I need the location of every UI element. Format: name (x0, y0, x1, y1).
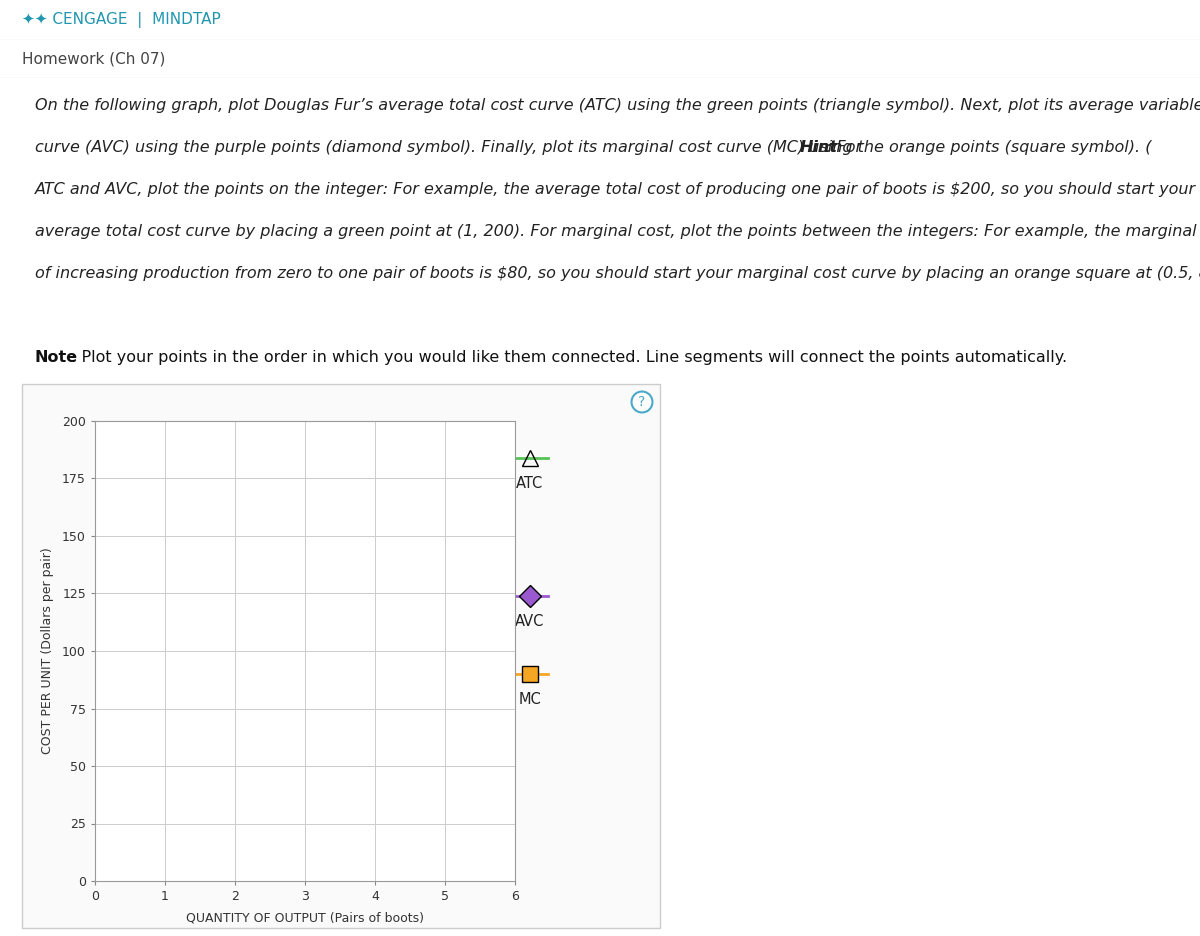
Text: AVC: AVC (515, 614, 545, 629)
Text: ATC: ATC (516, 475, 544, 490)
Text: ?: ? (638, 395, 646, 409)
Text: curve (AVC) using the purple points (diamond symbol). Finally, plot its marginal: curve (AVC) using the purple points (dia… (35, 140, 1152, 155)
Text: ✦✦ CENGAGE  |  MINDTAP: ✦✦ CENGAGE | MINDTAP (22, 12, 221, 28)
Text: Note: Note (35, 350, 78, 365)
Text: : For: : For (826, 140, 862, 155)
Y-axis label: COST PER UNIT (Dollars per pair): COST PER UNIT (Dollars per pair) (41, 548, 54, 754)
Bar (22, 384, 660, 928)
Text: average total cost curve by placing a green point at (1, 200). For marginal cost: average total cost curve by placing a gr… (35, 224, 1200, 239)
Text: Homework (Ch 07): Homework (Ch 07) (22, 51, 164, 66)
Text: : Plot your points in the order in which you would like them connected. Line seg: : Plot your points in the order in which… (71, 350, 1067, 365)
Text: MC: MC (518, 692, 541, 707)
Text: ATC and AVC, plot the points on the integer: For example, the average total cost: ATC and AVC, plot the points on the inte… (35, 182, 1196, 197)
Text: On the following graph, plot Douglas Fur’s average total cost curve (ATC) using : On the following graph, plot Douglas Fur… (35, 98, 1200, 113)
Text: of increasing production from zero to one pair of boots is $80, so you should st: of increasing production from zero to on… (35, 266, 1200, 281)
X-axis label: QUANTITY OF OUTPUT (Pairs of boots): QUANTITY OF OUTPUT (Pairs of boots) (186, 912, 424, 925)
Text: Hint: Hint (799, 140, 838, 155)
